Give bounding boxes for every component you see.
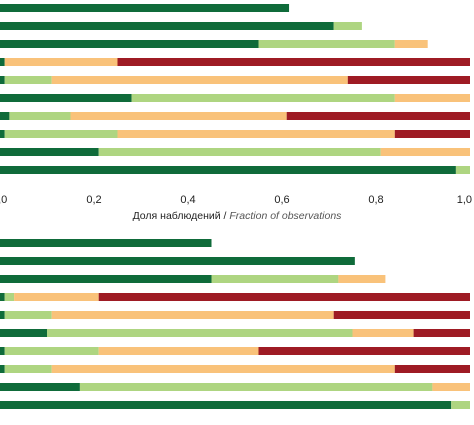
top-bar-2-dark-green-segment: [0, 22, 334, 30]
bottom-bar-4-orange-segment: [14, 293, 99, 301]
bottom-bar-7-light-green-segment: [4, 347, 99, 355]
top-bar-4-orange-segment: [4, 58, 118, 66]
top-bar-5-light-green-segment: [4, 76, 52, 84]
x-tick-label: 0,6: [274, 194, 289, 206]
top-bar-7-dark-red-segment: [286, 112, 470, 120]
top-bar-6-dark-green-segment: [0, 94, 132, 102]
bottom-bar-8-dark-red-segment: [394, 365, 470, 373]
top-bar-10-light-green-segment: [455, 166, 470, 174]
x-axis-title: Доля наблюдений / Fraction of observatio…: [133, 210, 343, 222]
bottom-bar-9-orange-segment: [432, 383, 470, 391]
top-bar-9-light-green-segment: [98, 148, 381, 156]
bottom-bar-5-dark-green-segment: [0, 311, 5, 319]
bottom-bar-5-dark-red-segment: [333, 311, 470, 319]
bottom-bar-8-dark-green-segment: [0, 365, 5, 373]
bottom-bar-2-dark-green-segment: [0, 257, 355, 265]
top-bar-1-dark-green-segment: [0, 4, 290, 12]
bottom-bar-6-dark-red-segment: [413, 329, 470, 337]
top-bar-4-dark-red-segment: [117, 58, 470, 66]
top-bar-6-light-green-segment: [131, 94, 395, 102]
bottom-bar-7-dark-green-segment: [0, 347, 5, 355]
x-tick-label: 0,0: [0, 194, 7, 206]
top-bar-8-dark-green-segment: [0, 130, 5, 138]
bottom-bar-9-light-green-segment: [79, 383, 433, 391]
bottom-bar-3-orange-segment: [338, 275, 386, 283]
bottom-bar-3-dark-green-segment: [0, 275, 212, 283]
bottom-bar-4-light-green-segment: [4, 293, 15, 301]
top-bar-7-dark-green-segment: [0, 112, 10, 120]
bottom-stacked-bar-chart: [0, 239, 470, 409]
bottom-bar-5-light-green-segment: [4, 311, 52, 319]
top-bar-7-light-green-segment: [9, 112, 71, 120]
bottom-bar-5-orange-segment: [51, 311, 334, 319]
bottom-bar-6-light-green-segment: [47, 329, 353, 337]
bottom-bar-9-dark-green-segment: [0, 383, 80, 391]
top-bar-5-orange-segment: [51, 76, 348, 84]
top-bar-9-dark-green-segment: [0, 148, 99, 156]
bottom-bar-1-dark-green-segment: [0, 239, 212, 247]
bottom-bar-6-dark-green-segment: [0, 329, 47, 337]
bottom-bar-10-light-green-segment: [451, 401, 470, 409]
bottom-bar-8-orange-segment: [51, 365, 395, 373]
top-bar-8-dark-red-segment: [394, 130, 470, 138]
top-bar-10-dark-green-segment: [0, 166, 456, 174]
top-bar-8-orange-segment: [117, 130, 395, 138]
x-tick-label: 0,4: [180, 194, 195, 206]
top-stacked-bar-chart: [0, 4, 470, 174]
bottom-bar-7-dark-red-segment: [258, 347, 470, 355]
top-bar-3-orange-segment: [394, 40, 428, 48]
bottom-bar-4-dark-green-segment: [0, 293, 5, 301]
top-bar-3-light-green-segment: [258, 40, 395, 48]
top-bar-8-light-green-segment: [4, 130, 118, 138]
bottom-bar-3-light-green-segment: [211, 275, 339, 283]
bottom-bar-10-dark-green-segment: [0, 401, 452, 409]
x-tick-label: 0,8: [368, 194, 383, 206]
top-x-axis: 0,0 0,2 0,4 0,6 0,8 1,0: [0, 194, 472, 206]
top-bar-4-dark-green-segment: [0, 58, 5, 66]
bottom-bar-7-orange-segment: [98, 347, 259, 355]
top-bar-6-orange-segment: [394, 94, 470, 102]
bottom-bar-8-light-green-segment: [4, 365, 52, 373]
x-axis-title-main: Доля наблюдений: [133, 210, 221, 222]
bottom-bar-4-dark-red-segment: [98, 293, 470, 301]
top-bar-5-dark-green-segment: [0, 76, 5, 84]
bottom-bar-6-orange-segment: [352, 329, 414, 337]
top-bar-3-dark-green-segment: [0, 40, 259, 48]
x-tick-label: 0,2: [86, 194, 101, 206]
top-bar-2-light-green-segment: [333, 22, 362, 30]
top-bar-9-orange-segment: [380, 148, 470, 156]
top-bar-7-orange-segment: [70, 112, 287, 120]
top-bar-5-dark-red-segment: [347, 76, 470, 84]
x-axis-title-separator: /: [221, 210, 230, 222]
x-tick-label: 1,0: [457, 194, 472, 206]
x-axis-title-translation: Fraction of observations: [229, 210, 342, 222]
